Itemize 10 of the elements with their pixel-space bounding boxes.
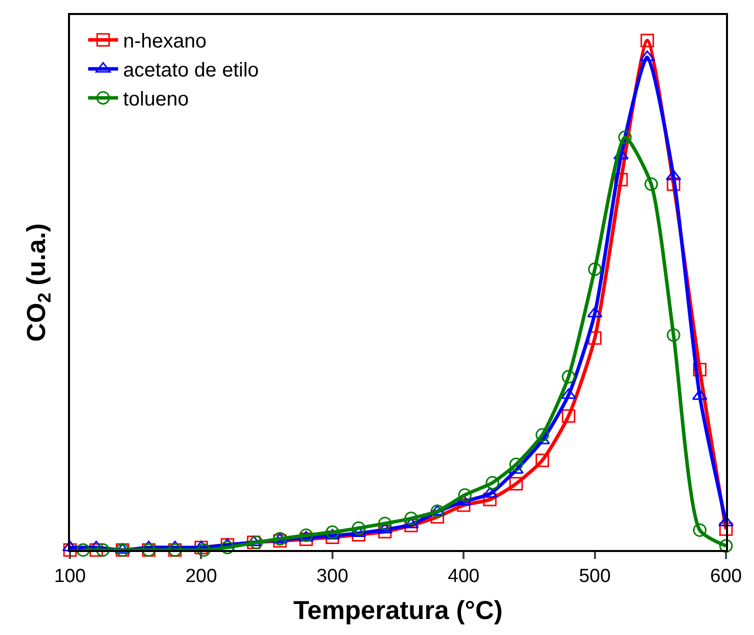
x-tick-label: 400 bbox=[448, 566, 480, 587]
x-tick-label: 600 bbox=[710, 566, 742, 587]
legend-label: acetato de etilo bbox=[123, 60, 259, 82]
x-tick-label: 300 bbox=[316, 566, 348, 587]
x-tick-label: 200 bbox=[185, 566, 218, 587]
legend-label: n-hexano bbox=[123, 30, 207, 53]
x-tick-label: 500 bbox=[578, 566, 611, 587]
x-axis-title: Temperatura (°C) bbox=[293, 595, 503, 625]
legend-label: tolueno bbox=[123, 88, 189, 111]
x-tick-label: 100 bbox=[54, 566, 86, 587]
